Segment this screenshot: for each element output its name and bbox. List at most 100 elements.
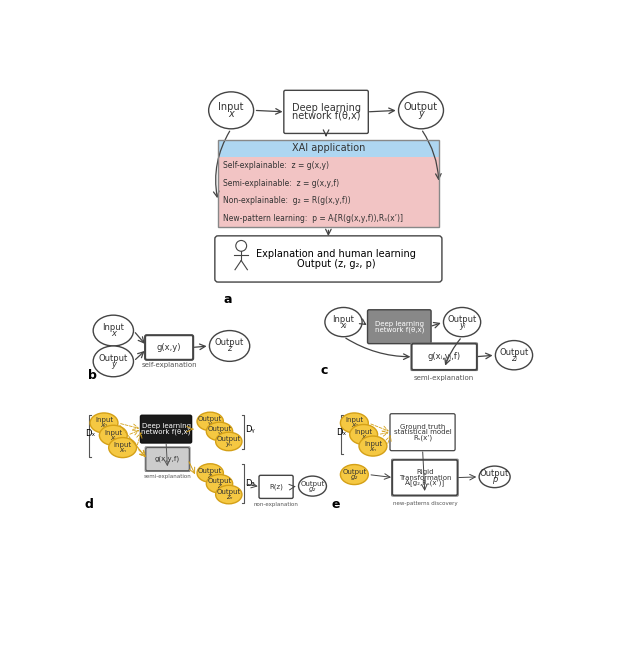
Text: Deep learning: Deep learning bbox=[375, 321, 424, 327]
Text: c: c bbox=[320, 365, 328, 378]
Ellipse shape bbox=[216, 432, 242, 450]
Text: x₀: x₀ bbox=[351, 422, 358, 428]
Text: Output: Output bbox=[198, 416, 222, 422]
Ellipse shape bbox=[197, 412, 223, 431]
Text: Semi-explainable:  z = g(x,y,f): Semi-explainable: z = g(x,y,f) bbox=[223, 179, 339, 188]
Text: xᵢ: xᵢ bbox=[361, 434, 366, 440]
Text: Output: Output bbox=[404, 102, 438, 112]
Ellipse shape bbox=[325, 307, 362, 337]
Text: Input: Input bbox=[102, 323, 124, 332]
Ellipse shape bbox=[209, 92, 253, 129]
Text: semi-explanation: semi-explanation bbox=[144, 474, 191, 479]
Text: Transformation: Transformation bbox=[399, 474, 451, 480]
FancyBboxPatch shape bbox=[259, 475, 293, 499]
Text: xᵢ: xᵢ bbox=[340, 320, 347, 330]
Text: D₂: D₂ bbox=[245, 479, 255, 488]
Text: Output: Output bbox=[215, 339, 244, 348]
Text: yₙ: yₙ bbox=[225, 441, 232, 447]
Text: Dₓ: Dₓ bbox=[337, 428, 347, 437]
Text: xₙ: xₙ bbox=[119, 447, 126, 453]
FancyBboxPatch shape bbox=[145, 447, 190, 471]
Text: Output: Output bbox=[499, 348, 529, 357]
Text: semi-explanation: semi-explanation bbox=[414, 375, 474, 382]
Text: e: e bbox=[332, 498, 340, 511]
FancyBboxPatch shape bbox=[284, 90, 368, 133]
Text: Deep learning: Deep learning bbox=[141, 423, 191, 430]
FancyBboxPatch shape bbox=[392, 459, 458, 496]
FancyBboxPatch shape bbox=[140, 415, 191, 443]
Text: Rₛ(x’): Rₛ(x’) bbox=[413, 434, 432, 441]
Text: y: y bbox=[111, 360, 116, 369]
Ellipse shape bbox=[90, 413, 118, 433]
Ellipse shape bbox=[197, 463, 223, 482]
FancyBboxPatch shape bbox=[218, 174, 439, 192]
Text: g₂: g₂ bbox=[351, 474, 358, 480]
Text: Explanation and human learning: Explanation and human learning bbox=[256, 250, 416, 259]
Text: network f(θ,x): network f(θ,x) bbox=[292, 111, 360, 121]
Ellipse shape bbox=[93, 346, 134, 377]
FancyBboxPatch shape bbox=[146, 448, 189, 471]
Ellipse shape bbox=[298, 476, 326, 496]
Ellipse shape bbox=[206, 422, 233, 441]
Ellipse shape bbox=[109, 437, 136, 458]
Text: Rigid: Rigid bbox=[416, 469, 434, 475]
Text: y: y bbox=[418, 109, 424, 119]
Text: XAI application: XAI application bbox=[292, 143, 365, 153]
Text: Output: Output bbox=[217, 436, 241, 442]
Text: R(z): R(z) bbox=[269, 484, 283, 490]
Text: Aᵢ[g₂,Rₛ(x’)]: Aᵢ[g₂,Rₛ(x’)] bbox=[405, 480, 445, 486]
Text: a: a bbox=[223, 293, 232, 306]
Text: Dᵧ: Dᵧ bbox=[245, 424, 255, 434]
Text: g(xᵢ,yᵢ,f): g(xᵢ,yᵢ,f) bbox=[428, 352, 461, 361]
Text: non-explanation: non-explanation bbox=[253, 502, 298, 507]
Text: x: x bbox=[111, 329, 116, 338]
Text: Output: Output bbox=[99, 354, 128, 363]
Text: Output (z, g₂, p): Output (z, g₂, p) bbox=[297, 259, 376, 268]
Text: statistical model: statistical model bbox=[394, 429, 451, 436]
Ellipse shape bbox=[209, 331, 250, 361]
Text: g(x,y): g(x,y) bbox=[157, 343, 181, 352]
Text: p: p bbox=[492, 475, 497, 484]
FancyBboxPatch shape bbox=[218, 192, 439, 210]
Text: Output: Output bbox=[447, 315, 477, 324]
FancyBboxPatch shape bbox=[145, 335, 193, 360]
Ellipse shape bbox=[206, 474, 233, 493]
Text: d: d bbox=[84, 498, 93, 511]
Ellipse shape bbox=[359, 436, 387, 456]
Text: zᵢ: zᵢ bbox=[217, 484, 222, 489]
Text: x₀: x₀ bbox=[100, 422, 108, 428]
FancyBboxPatch shape bbox=[218, 140, 439, 157]
Ellipse shape bbox=[349, 424, 378, 445]
Text: Ground truth: Ground truth bbox=[400, 424, 445, 430]
Text: Output: Output bbox=[300, 480, 324, 487]
FancyBboxPatch shape bbox=[218, 157, 439, 174]
Ellipse shape bbox=[93, 315, 134, 346]
Text: g₂: g₂ bbox=[309, 486, 316, 491]
Text: Output: Output bbox=[207, 426, 232, 432]
Text: Input: Input bbox=[346, 417, 364, 423]
Text: Dₓ: Dₓ bbox=[84, 429, 95, 438]
Text: g(x,y,f): g(x,y,f) bbox=[155, 456, 180, 462]
Text: yᵢ: yᵢ bbox=[459, 320, 465, 330]
FancyBboxPatch shape bbox=[367, 310, 431, 344]
Text: Output: Output bbox=[342, 469, 367, 475]
Text: network f(θ,x): network f(θ,x) bbox=[141, 428, 191, 435]
Text: self-explanation: self-explanation bbox=[141, 362, 197, 368]
Text: y₀: y₀ bbox=[207, 421, 214, 427]
Text: Input: Input bbox=[104, 430, 122, 436]
Text: Self-explainable:  z = g(x,y): Self-explainable: z = g(x,y) bbox=[223, 161, 328, 170]
Text: zₙ: zₙ bbox=[226, 494, 232, 500]
Text: Input: Input bbox=[113, 442, 132, 448]
Ellipse shape bbox=[444, 307, 481, 337]
Text: z₀: z₀ bbox=[207, 473, 213, 478]
FancyBboxPatch shape bbox=[392, 460, 458, 495]
Text: zᵢ: zᵢ bbox=[511, 354, 517, 363]
Text: Input: Input bbox=[364, 441, 382, 447]
Ellipse shape bbox=[340, 413, 368, 433]
Ellipse shape bbox=[479, 466, 510, 488]
FancyBboxPatch shape bbox=[411, 343, 477, 370]
Text: Input: Input bbox=[95, 417, 113, 423]
Text: Input: Input bbox=[355, 429, 372, 435]
Text: network f(θ,x): network f(θ,x) bbox=[374, 326, 424, 333]
Ellipse shape bbox=[340, 465, 368, 484]
